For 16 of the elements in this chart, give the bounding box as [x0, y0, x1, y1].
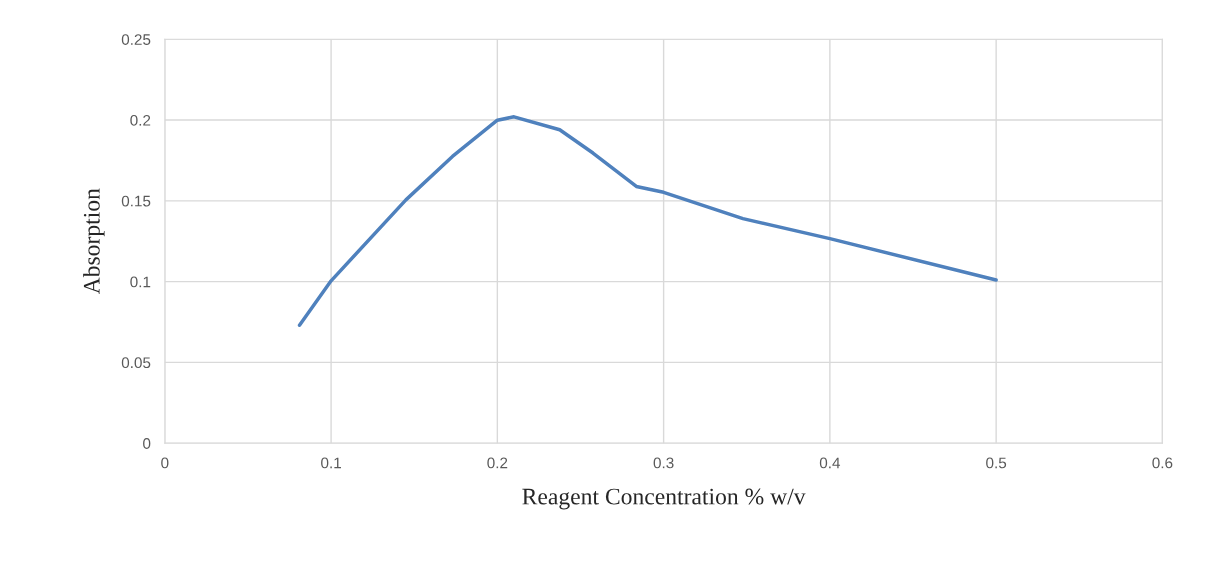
x-tick-label: 0.5 [986, 457, 1007, 469]
y-tick-label: 0.1 [130, 276, 151, 288]
x-tick-label: 0.4 [819, 457, 841, 469]
y-tick-label: 0.15 [121, 195, 151, 207]
x-tick-label: 0.6 [1152, 457, 1173, 469]
y-tick-label: 0.25 [121, 34, 151, 45]
x-axis-title: Reagent Concentration % w/v [522, 488, 806, 510]
x-tick-label: 0.3 [653, 457, 674, 469]
x-tick-label: 0 [161, 457, 169, 469]
x-tick-label: 0.2 [487, 457, 508, 469]
line-series [297, 115, 998, 327]
x-tick-label: 0.1 [321, 457, 341, 469]
y-axis-title: Absorption [83, 188, 105, 295]
y-tick-label: 0.2 [130, 114, 151, 126]
y-tick-label: 0.05 [121, 357, 151, 369]
y-tick-label: 0 [143, 438, 151, 449]
